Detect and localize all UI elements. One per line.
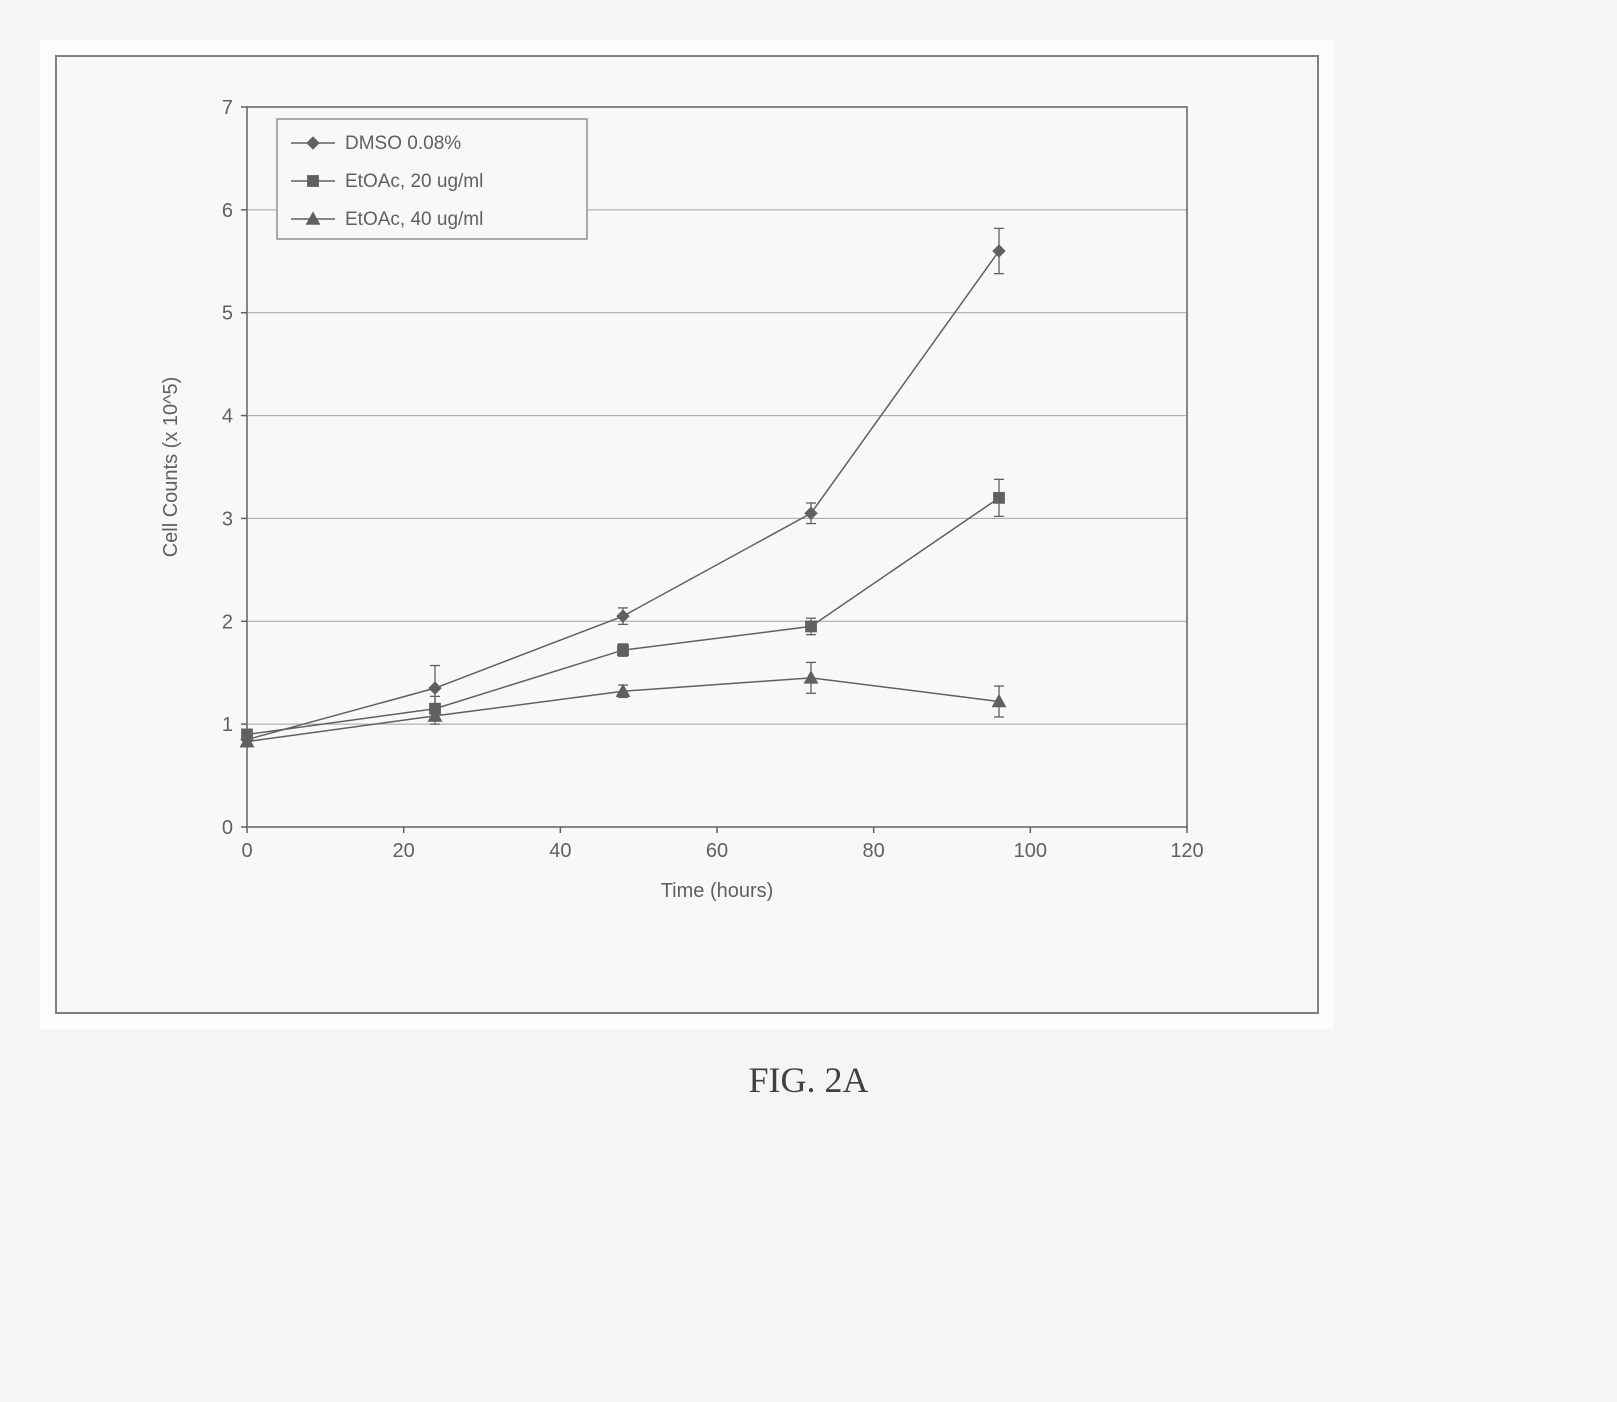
chart-outer-container: 0 1 2 3 4 5 6 7 0 20 40 60 80 100 120 Time (hours) Cell … bbox=[40, 40, 1334, 1029]
svg-text:20: 20 bbox=[393, 840, 415, 862]
svg-text:120: 120 bbox=[1170, 840, 1203, 862]
svg-text:4: 4 bbox=[222, 406, 233, 428]
chart-container: 0 1 2 3 4 5 6 7 0 20 40 60 80 100 120 Time (hours) Cell … bbox=[55, 55, 1319, 1014]
line-chart: 0 1 2 3 4 5 6 7 0 20 40 60 80 100 120 Time (hours) Cell … bbox=[67, 77, 1297, 997]
svg-text:DMSO 0.08%: DMSO 0.08% bbox=[345, 133, 461, 154]
svg-text:3: 3 bbox=[222, 508, 233, 530]
svg-text:0: 0 bbox=[241, 840, 252, 862]
svg-text:Time (hours): Time (hours) bbox=[661, 880, 774, 902]
svg-text:100: 100 bbox=[1014, 840, 1047, 862]
svg-text:0: 0 bbox=[222, 817, 233, 839]
svg-text:60: 60 bbox=[706, 840, 728, 862]
svg-text:2: 2 bbox=[222, 611, 233, 633]
svg-text:EtOAc, 20 ug/ml: EtOAc, 20 ug/ml bbox=[345, 171, 483, 192]
figure-caption: FIG. 2A bbox=[40, 1059, 1577, 1101]
svg-text:Cell Counts (x 10^5): Cell Counts (x 10^5) bbox=[160, 377, 182, 558]
svg-text:7: 7 bbox=[222, 97, 233, 119]
svg-text:5: 5 bbox=[222, 303, 233, 325]
svg-text:6: 6 bbox=[222, 200, 233, 222]
svg-text:1: 1 bbox=[222, 714, 233, 736]
svg-text:40: 40 bbox=[549, 840, 571, 862]
svg-text:EtOAc, 40 ug/ml: EtOAc, 40 ug/ml bbox=[345, 209, 483, 230]
svg-text:80: 80 bbox=[863, 840, 885, 862]
